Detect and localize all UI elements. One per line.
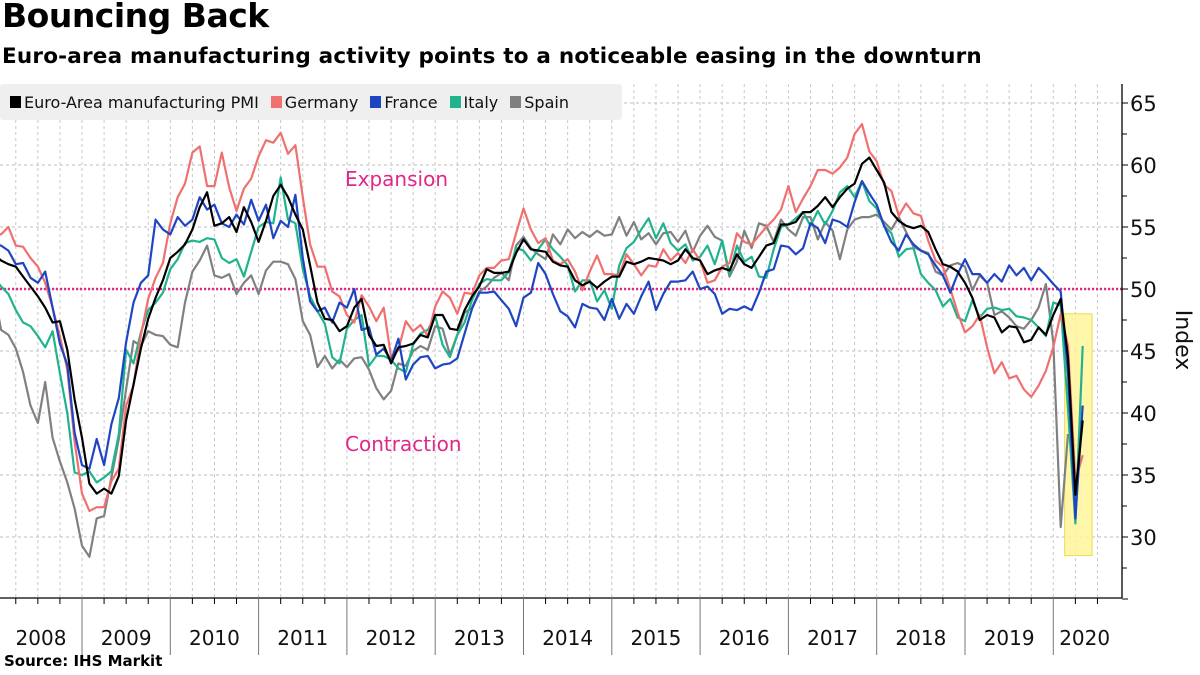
x-tick-label: 2017 (807, 626, 858, 650)
y-tick-label: 65 (1130, 92, 1157, 116)
legend-swatch (370, 96, 382, 108)
legend-item-italy: Italy (449, 92, 499, 112)
legend-label: France (384, 92, 438, 112)
x-tick-label: 2020 (1059, 626, 1110, 650)
x-tick-label: 2016 (719, 626, 770, 650)
y-axis-label: Index (1170, 310, 1195, 371)
y-tick-label: 55 (1130, 216, 1157, 240)
legend-swatch (270, 96, 282, 108)
series-line-spain (0, 213, 1070, 558)
annotation-contraction: Contraction (345, 432, 462, 456)
y-tick-label: 30 (1130, 526, 1157, 550)
legend-label: Euro-Area manufacturing PMI (24, 92, 259, 112)
x-tick-label: 2014 (542, 626, 593, 650)
legend-swatch (449, 96, 461, 108)
series-line-france (0, 180, 1084, 520)
legend-swatch (10, 96, 21, 108)
legend: Euro-Area manufacturing PMI Germany France… (0, 84, 622, 120)
y-tick-label: 45 (1130, 340, 1157, 364)
annotation-expansion: Expansion (345, 167, 448, 191)
legend-label: Spain (524, 92, 569, 112)
y-tick-label: 50 (1130, 278, 1157, 302)
x-tick-label: 2013 (454, 626, 505, 650)
legend-item-euro-area-manufacturing-pmi: Euro-Area manufacturing PMI (10, 93, 259, 112)
x-tick-label: 2015 (630, 626, 681, 650)
legend-label: Germany (284, 92, 359, 112)
legend-item-germany: Germany (270, 92, 359, 112)
x-tick-label: 2018 (895, 626, 946, 650)
x-tick-label: 2009 (101, 626, 152, 650)
legend-item-france: France (370, 92, 438, 112)
source-note: Source: IHS Markit (4, 652, 163, 670)
legend-swatch (510, 96, 522, 108)
chart-title: Bouncing Back (2, 0, 269, 35)
series-line-germany (0, 122, 1084, 513)
axes (0, 84, 1128, 655)
legend-item-spain: Spain (510, 93, 569, 112)
y-tick-label: 35 (1130, 464, 1157, 488)
x-tick-label: 2012 (366, 626, 417, 650)
chart-subtitle: Euro-area manufacturing activity points … (2, 44, 982, 69)
x-tick-label: 2008 (16, 626, 67, 650)
legend-label: Italy (463, 92, 499, 112)
series-lines (0, 122, 1084, 558)
x-tick-labels: 2008 2009 2010 2011 2012 2013 2014 2015 2016 2017… (16, 626, 1111, 650)
x-tick-label: 2010 (189, 626, 240, 650)
y-tick-label: 40 (1130, 402, 1157, 426)
x-tick-label: 2019 (984, 626, 1035, 650)
series-line-italy (0, 176, 1084, 525)
series-line-euro-area-manufacturing-pmi (0, 156, 1084, 496)
y-tick-labels: 30 35 40 45 50 55 60 65 (1130, 92, 1157, 550)
y-tick-label: 60 (1130, 154, 1157, 178)
x-tick-label: 2011 (277, 626, 328, 650)
